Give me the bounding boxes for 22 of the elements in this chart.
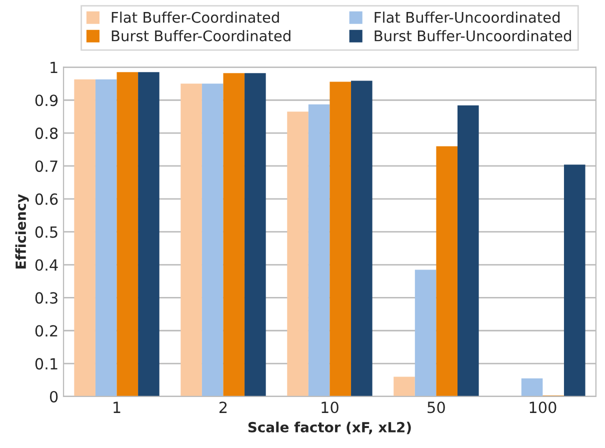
x-tick-label: 1 xyxy=(114,402,120,413)
y-tick-label: 0 xyxy=(50,390,58,402)
y-tick-label: 0.7 xyxy=(35,160,58,172)
y-tick-label: 0.8 xyxy=(35,128,58,140)
y-tick-label: 0.1 xyxy=(35,358,58,370)
y-axis-title: Efficiency xyxy=(15,194,29,269)
y-tick-label: 1 xyxy=(50,62,58,74)
y-tick-label: 0.3 xyxy=(35,292,58,304)
x-tick-label: 2 xyxy=(220,402,227,413)
y-tick-label: 0.2 xyxy=(35,325,58,337)
x-tick-label: 10 xyxy=(322,402,338,414)
legend-label: Burst Buffer-Coordinated xyxy=(112,30,290,42)
x-tick-label: 100 xyxy=(530,402,556,414)
y-tick-label: 0.5 xyxy=(35,226,58,238)
legend-label: Burst Buffer-Uncoordinated xyxy=(374,30,571,42)
legend-label: Flat Buffer-Coordinated xyxy=(112,12,279,23)
legend-label: Flat Buffer-Uncoordinated xyxy=(374,12,560,23)
x-axis-title: Scale factor (xF, xL2) xyxy=(248,422,411,434)
y-tick-label: 0.9 xyxy=(35,94,58,106)
x-tick-label: 50 xyxy=(428,402,445,414)
y-tick-label: 0.6 xyxy=(35,193,58,205)
y-tick-label: 0.4 xyxy=(35,259,58,271)
